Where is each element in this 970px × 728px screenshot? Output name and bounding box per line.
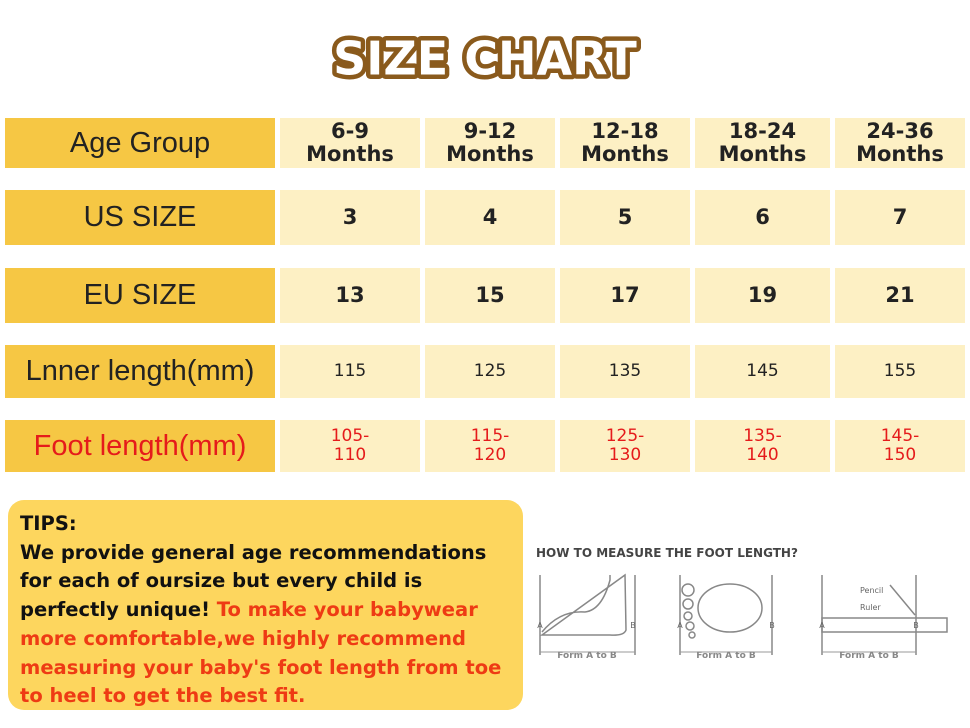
table-cell: 115-120	[425, 420, 555, 472]
cell-text: 19	[747, 282, 778, 307]
table-cell: 3	[280, 190, 420, 245]
table-cell: 15	[425, 268, 555, 323]
table-cell: 12-18 Months	[560, 118, 690, 168]
diagram-caption: Form A to B	[839, 651, 899, 661]
cell-text: 9-12 Months	[446, 118, 534, 166]
diagram-caption: Form A to B	[696, 651, 756, 661]
row-label: Age Group	[5, 118, 275, 168]
table-cell: 4	[425, 190, 555, 245]
row-label: Foot length(mm)	[5, 420, 275, 472]
tool-label: Pencil	[860, 586, 883, 595]
diagram-title: HOW TO MEASURE THE FOOT LENGTH?	[536, 546, 798, 560]
cell-text: 21	[885, 282, 915, 307]
cell-text: 24-36 Months	[856, 118, 944, 166]
table-cell: 135	[560, 345, 690, 398]
cell-text: 7	[892, 204, 908, 229]
point-label: A	[677, 621, 683, 630]
table-cell: 155	[835, 345, 965, 398]
cell-text: 115-120	[470, 426, 510, 465]
cell-text: 125	[473, 361, 507, 382]
table-cell: 145-150	[835, 420, 965, 472]
table-cell: 135-140	[695, 420, 830, 472]
page-title: SIZE CHART	[333, 32, 637, 86]
table-cell: 18-24 Months	[695, 118, 830, 168]
point-label: A	[537, 621, 543, 630]
cell-text: 6-9 Months	[306, 118, 394, 166]
point-label: B	[769, 621, 775, 630]
cell-text: 145-150	[880, 426, 920, 465]
cell-text: 5	[617, 204, 633, 229]
cell-text: 15	[475, 282, 505, 307]
cell-text: 145	[746, 361, 779, 382]
cell-text: 105-110	[330, 426, 370, 465]
cell-text: 135	[608, 361, 642, 382]
tips-text: We provide general age recommendations f…	[20, 540, 487, 622]
row-label: US SIZE	[5, 190, 275, 245]
table-cell: 6-9 Months	[280, 118, 420, 168]
table-cell: 145	[695, 345, 830, 398]
title-area: SIZE CHART	[329, 27, 642, 90]
point-label: B	[913, 621, 919, 630]
tool-label: Ruler	[860, 603, 881, 612]
cell-text: 12-18 Months	[581, 118, 669, 166]
tips-title: TIPS:	[20, 512, 77, 535]
table-cell: 7	[835, 190, 965, 245]
tips-box: TIPS: We provide general age recommendat…	[8, 500, 523, 710]
table-row: Age Group 6-9 Months 9-12 Months 12-18 Mont…	[0, 118, 970, 168]
table-row: EU SIZE 13 15 17 19 21	[0, 268, 970, 323]
table-cell: 19	[695, 268, 830, 323]
diagram-caption: Form A to B	[557, 651, 617, 661]
cell-text: 155	[883, 361, 917, 382]
table-cell: 13	[280, 268, 420, 323]
table-row: Lnner length(mm) 115 125 135 145 155	[0, 345, 970, 398]
table-cell: 115	[280, 345, 420, 398]
cell-text: 18-24 Months	[718, 118, 807, 166]
table-cell: 17	[560, 268, 690, 323]
point-label: A	[819, 621, 825, 630]
cell-text: 3	[342, 204, 358, 229]
table-cell: 6	[695, 190, 830, 245]
table-cell: 125-130	[560, 420, 690, 472]
cell-text: 115	[333, 361, 367, 382]
cell-text: 135-140	[743, 426, 782, 465]
table-cell: 21	[835, 268, 965, 323]
point-label: B	[630, 621, 636, 630]
cell-text: 6	[755, 204, 770, 229]
cell-text: 125-130	[605, 426, 645, 465]
measure-diagram: HOW TO MEASURE THE FOOT LENGTH? Form A t…	[536, 546, 948, 661]
table-cell: 105-110	[280, 420, 420, 472]
table-cell: 125	[425, 345, 555, 398]
table-row: US SIZE 3 4 5 6 7	[0, 190, 970, 245]
row-label: Lnner length(mm)	[5, 345, 275, 398]
tips-highlight: To make your babywear more comfortable,w…	[20, 598, 502, 708]
table-cell: 24-36 Months	[835, 118, 965, 168]
table-cell: 9-12 Months	[425, 118, 555, 168]
table-cell: 5	[560, 190, 690, 245]
row-label: EU SIZE	[5, 268, 275, 323]
cell-text: 13	[335, 282, 365, 307]
cell-text: 17	[610, 282, 640, 307]
cell-text: 4	[482, 204, 498, 229]
table-row: Foot length(mm) 105-110 115-120 125-130 135-…	[0, 420, 970, 472]
